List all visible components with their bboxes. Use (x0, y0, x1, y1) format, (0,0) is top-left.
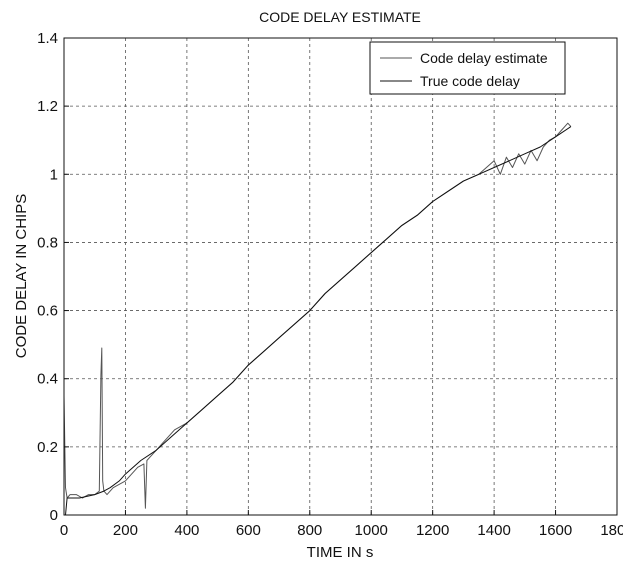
x-tick-label: 1000 (355, 522, 388, 539)
y-tick-label: 1 (50, 166, 58, 183)
plot-series (63, 122, 572, 516)
series-true-line (64, 126, 572, 516)
x-tick-label: 0 (60, 522, 68, 539)
y-tick-label: 0.4 (37, 371, 58, 388)
legend-label-true: True code delay (420, 73, 520, 89)
x-tick-label: 1200 (416, 522, 449, 539)
y-tick-label: 0.6 (37, 303, 58, 320)
y-tick-label: 0 (50, 507, 58, 524)
x-tick-label: 1400 (477, 522, 510, 539)
legend: Code delay estimate True code delay (369, 41, 566, 95)
x-tick-label: 600 (236, 522, 261, 539)
y-tick-label: 1.4 (37, 30, 58, 47)
x-axis-title: TIME IN s (307, 544, 374, 561)
x-tick-label: 200 (113, 522, 138, 539)
chart-title: CODE DELAY ESTIMATE (259, 9, 421, 25)
y-tick-label: 1.2 (37, 98, 58, 115)
x-tick-label: 1600 (539, 522, 572, 539)
y-tick-label: 0.8 (37, 234, 58, 251)
y-axis-title: CODE DELAY IN CHIPS (13, 194, 30, 359)
x-tick-label: 400 (174, 522, 199, 539)
grid (64, 38, 617, 515)
x-tick-label: 800 (297, 522, 322, 539)
legend-label-estimate: Code delay estimate (420, 50, 548, 66)
plot-frame (63, 37, 618, 516)
y-tick-label: 0.2 (37, 439, 58, 456)
legend-box (369, 41, 566, 95)
y-axis-ticks: 0 0.2 0.4 0.6 0.8 1 1.2 1.4 (37, 30, 69, 524)
series-estimate-line (63, 122, 572, 509)
